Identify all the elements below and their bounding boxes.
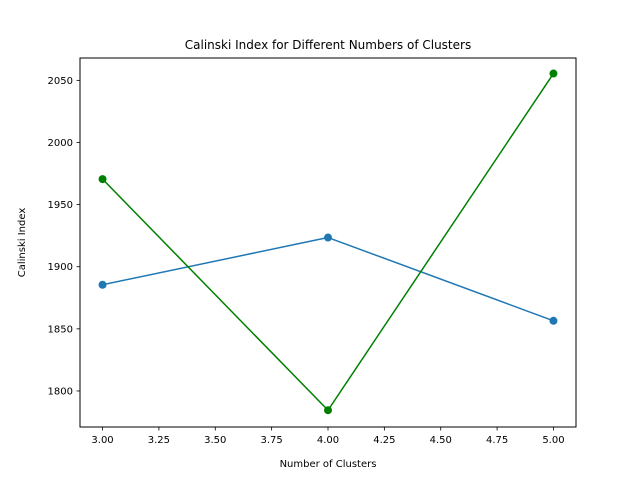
x-tick-label: 4.25 [373,435,395,446]
x-tick-label: 3.75 [261,435,283,446]
y-tick-label: 2050 [48,76,73,87]
series-1-point [549,316,558,325]
y-tick-label: 1950 [48,200,73,211]
series-1-point [98,280,107,289]
y-tick-label: 2000 [48,138,73,149]
x-tick-label: 3.25 [148,435,170,446]
y-axis-ticks: 1800 1850 1900 1950 2000 2050 [48,76,80,397]
x-tick-label: 4.00 [317,435,339,446]
x-axis-ticks: 3.00 3.25 3.50 3.75 4.00 4.25 4.50 4.75 5.00 [91,427,565,446]
x-tick-label: 3.50 [204,435,226,446]
series-2-point [549,69,558,78]
series-layer [98,69,558,415]
y-tick-label: 1850 [48,324,73,335]
series-1-point [324,233,332,242]
x-tick-label: 5.00 [542,435,564,446]
x-tick-label: 4.75 [486,435,508,446]
y-axis-label: Calinski Index [17,208,28,278]
series-2-point [324,406,332,415]
x-tick-label: 3.00 [91,435,113,446]
y-tick-label: 1900 [48,262,73,273]
series-2-point [98,175,107,184]
x-axis-label: Number of Clusters [280,459,377,470]
chart-title: Calinski Index for Different Numbers of … [185,38,471,52]
x-tick-label: 4.50 [430,435,452,446]
y-tick-label: 1800 [48,386,73,397]
